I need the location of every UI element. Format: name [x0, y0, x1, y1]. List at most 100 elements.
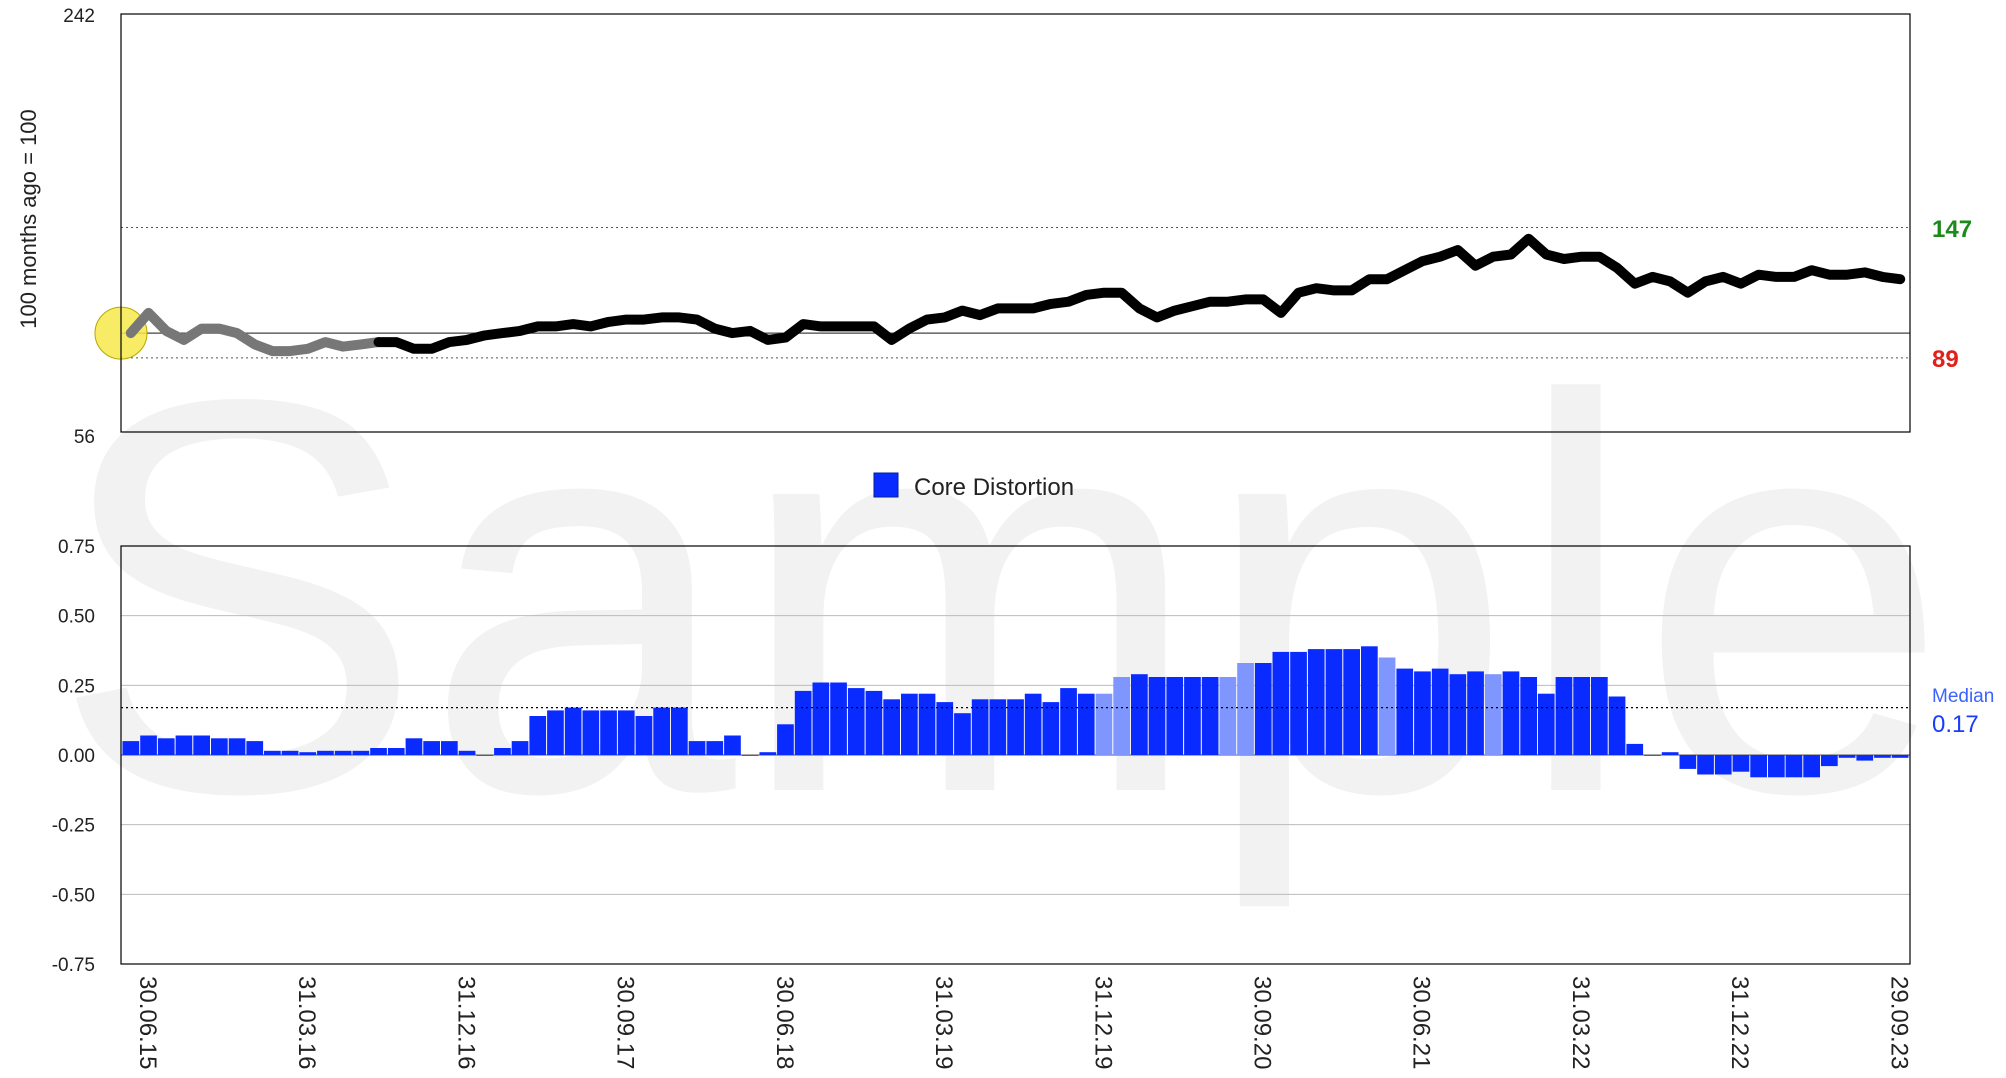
bar — [1148, 677, 1166, 755]
bar — [441, 741, 458, 755]
bar — [1414, 671, 1431, 755]
bar — [264, 750, 281, 755]
x-axis-label: 30.09.20 — [1249, 976, 1276, 1069]
bar — [971, 699, 989, 755]
bar — [175, 735, 193, 755]
bar — [724, 735, 741, 755]
bar — [1502, 671, 1520, 755]
bar — [458, 750, 476, 755]
bar — [246, 741, 264, 755]
x-axis-label: 30.06.15 — [134, 976, 161, 1069]
x-axis-label: 30.06.21 — [1408, 976, 1435, 1069]
index-line-segment — [373, 233, 1906, 354]
bar — [918, 693, 936, 755]
bar — [901, 693, 918, 755]
x-axis-label: 31.12.19 — [1089, 976, 1116, 1069]
index-line — [125, 233, 1906, 357]
legend: Core Distortion — [873, 472, 1074, 501]
bottom-plot-frame — [120, 545, 1911, 965]
bar — [847, 688, 865, 755]
bottom-y-ticks: 0.75 0.50 0.25 0.00 -0.25 -0.50 -0.75 — [52, 537, 95, 976]
bottom-ytick-label: -0.50 — [52, 885, 95, 906]
bar — [600, 710, 617, 755]
bottom-ytick-label: 0.00 — [58, 746, 95, 767]
bar — [1343, 649, 1360, 755]
x-axis-label: 29.09.23 — [1886, 976, 1913, 1069]
bar — [1431, 668, 1449, 755]
bar — [1785, 755, 1803, 778]
x-axis-label: 31.03.16 — [293, 976, 320, 1069]
x-axis-labels: 30.06.15 31.03.16 31.12.16 30.09.17 30.06.18… — [134, 976, 1913, 1069]
bar — [1732, 755, 1750, 772]
bottom-ytick-label: -0.75 — [52, 955, 95, 976]
bar — [1113, 677, 1130, 755]
bar — [865, 690, 883, 755]
bar — [989, 699, 1007, 755]
bar — [688, 741, 706, 755]
bar — [140, 735, 157, 755]
bar — [1661, 752, 1679, 755]
bar — [954, 713, 971, 755]
bar — [1166, 677, 1184, 755]
bar — [883, 699, 900, 755]
bar — [281, 750, 299, 755]
bar — [1449, 674, 1467, 755]
bottom-ytick-label: 0.25 — [58, 676, 95, 697]
bar — [1768, 755, 1785, 778]
bar — [1803, 755, 1820, 778]
watermark: Sample — [51, 283, 1950, 913]
bar — [582, 710, 600, 755]
bar — [370, 748, 387, 755]
bar — [1042, 702, 1060, 755]
bars — [122, 646, 1909, 778]
bar — [671, 707, 688, 755]
index-line-faded-segment — [125, 307, 384, 357]
bar — [1626, 743, 1644, 755]
bar — [759, 752, 777, 755]
bar — [1679, 755, 1697, 769]
bar — [494, 748, 511, 755]
upper-level-label: 147 — [1932, 216, 1972, 243]
bar — [635, 716, 653, 755]
bar — [317, 750, 334, 755]
bar — [1856, 755, 1874, 761]
legend-swatch — [873, 472, 899, 498]
bar — [936, 702, 954, 755]
bar — [617, 710, 635, 755]
bar — [1024, 693, 1042, 755]
bar — [1060, 688, 1077, 755]
median-label: Median — [1932, 686, 1994, 707]
x-axis-label: 31.12.16 — [452, 976, 479, 1069]
bar — [1891, 755, 1909, 758]
top-plot-frame — [120, 13, 1911, 433]
bar — [1591, 677, 1608, 755]
bar — [228, 738, 246, 755]
bottom-ytick-label: -0.25 — [52, 816, 95, 837]
bar — [777, 724, 794, 755]
x-axis-label: 31.03.19 — [930, 976, 957, 1069]
bar — [1484, 674, 1502, 755]
bar — [1007, 699, 1024, 755]
bar — [1821, 755, 1838, 767]
bar — [122, 741, 140, 755]
bottom-ytick-label: 0.50 — [58, 607, 95, 628]
bar — [547, 710, 564, 755]
bar — [1219, 677, 1237, 755]
bar — [387, 748, 405, 755]
legend-label: Core Distortion — [914, 474, 1074, 501]
bar — [1361, 646, 1378, 755]
bar — [334, 750, 352, 755]
bar — [1644, 755, 1661, 756]
bar — [1378, 657, 1396, 755]
bar — [1184, 677, 1201, 755]
bar — [1272, 651, 1290, 755]
bar — [1874, 755, 1891, 758]
bar — [299, 752, 317, 755]
bar — [1520, 677, 1537, 755]
bar — [157, 738, 175, 755]
bar — [1131, 674, 1148, 755]
bar — [476, 755, 494, 756]
median-value: 0.17 — [1932, 711, 1979, 738]
bar — [1555, 677, 1573, 755]
x-axis-label: 31.03.22 — [1567, 976, 1594, 1069]
